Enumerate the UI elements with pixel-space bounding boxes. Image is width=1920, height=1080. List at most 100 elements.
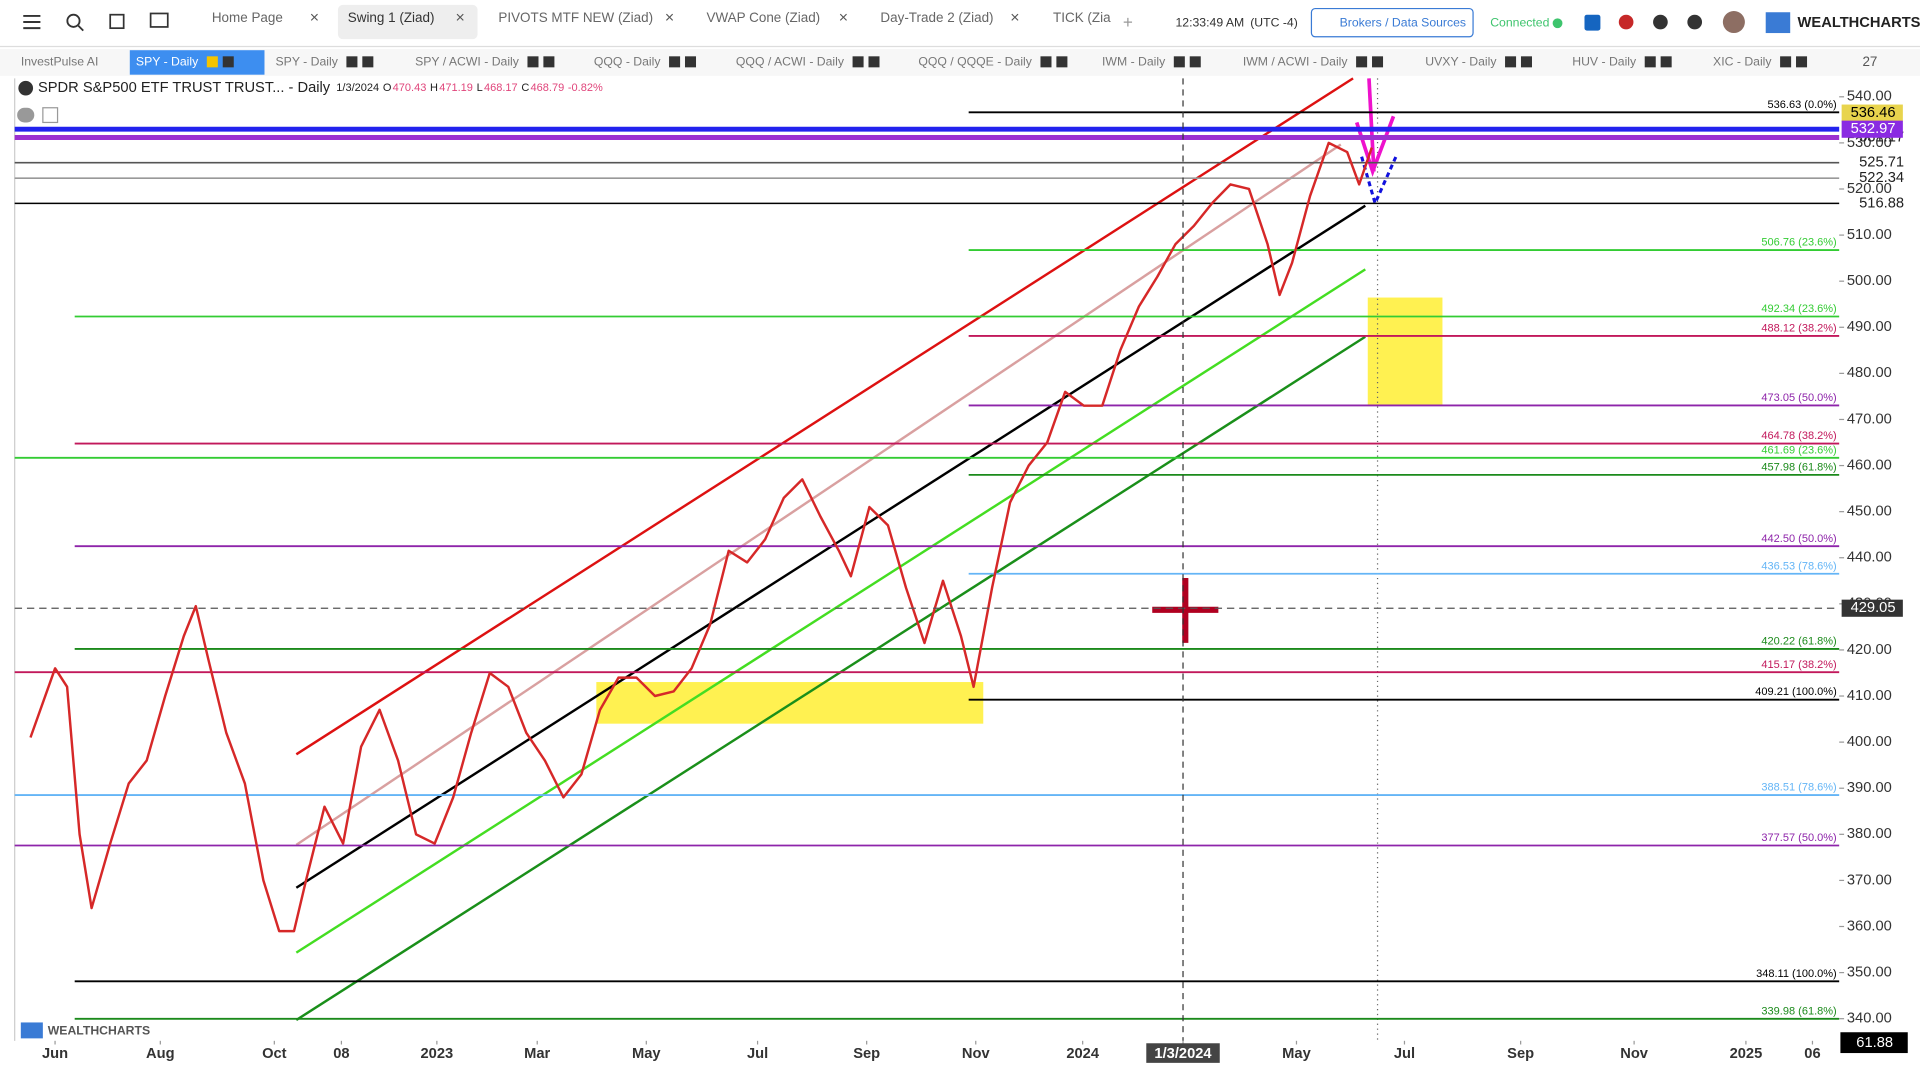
price-flag xyxy=(1841,104,1903,122)
x-tick-label: Oct xyxy=(262,1046,287,1062)
fib-label: 436.53 (78.6%) xyxy=(1761,560,1836,572)
chart-tab-label[interactable]: SPY - Daily xyxy=(136,55,199,69)
chart-count[interactable]: 27 xyxy=(1862,54,1877,69)
price-line-series xyxy=(29,141,1373,933)
fib-label: 348.11 (100.0%) xyxy=(1756,968,1837,980)
x-tick-label: 1/3/2024 xyxy=(1154,1046,1212,1062)
chart-tab-label[interactable]: QQQ - Daily xyxy=(594,55,661,69)
active-tab xyxy=(337,4,478,40)
chart-tab-icon xyxy=(543,56,555,68)
avatar[interactable] xyxy=(1722,11,1745,34)
chart-tab-icon xyxy=(669,56,681,68)
save-icon[interactable] xyxy=(1584,14,1601,31)
chart-tab-icon xyxy=(852,56,864,68)
active-chart-tab xyxy=(129,50,265,75)
fib-label: 492.34 (23.6%) xyxy=(1761,303,1836,315)
chart-tab-label[interactable]: IWM - Daily xyxy=(1102,55,1166,69)
y-tick-label: 340.00 xyxy=(1847,1011,1892,1027)
symbol-icon xyxy=(18,80,34,96)
chart-tab-label[interactable]: XIC - Daily xyxy=(1713,55,1772,69)
trend-line xyxy=(295,335,1366,1022)
crosshair-date-box xyxy=(1146,1043,1220,1063)
y-tick-label: 360.00 xyxy=(1847,918,1892,934)
fib-label: 377.57 (50.0%) xyxy=(1761,832,1836,844)
status: Connected xyxy=(1490,15,1549,29)
x-tick-label: 2023 xyxy=(421,1046,454,1062)
search-icon[interactable] xyxy=(66,13,84,32)
fib-label: 388.51 (78.6%) xyxy=(1761,782,1836,794)
countdown-box xyxy=(1840,1032,1908,1054)
chart-tab-icon xyxy=(1189,56,1201,68)
chart-tab-label[interactable]: SPY - Daily xyxy=(276,55,339,69)
tab-label[interactable]: VWAP Cone (Ziad) xyxy=(707,10,821,25)
price-flag xyxy=(1841,120,1903,138)
clock: 12:33:49 AM xyxy=(1176,15,1245,29)
chart-tab-icon xyxy=(1780,56,1792,68)
chart-tab-icon xyxy=(206,56,218,68)
tab-label[interactable]: Home Page xyxy=(212,10,283,25)
y-tick-label: 490.00 xyxy=(1847,319,1892,335)
tab-close[interactable]: × xyxy=(310,10,319,27)
tab-close[interactable]: × xyxy=(839,10,848,27)
x-axis-area xyxy=(0,1043,1920,1080)
alerts-icon[interactable] xyxy=(1618,14,1634,30)
y-tick-label: 390.00 xyxy=(1847,780,1892,796)
chart-tab-icon xyxy=(222,56,234,68)
help-icon[interactable] xyxy=(1687,14,1703,30)
change: -0.82% xyxy=(568,82,603,94)
fib-label: 420.22 (61.8%) xyxy=(1761,635,1836,647)
add-tab[interactable]: + xyxy=(1123,12,1133,32)
settings-icon[interactable] xyxy=(1653,14,1668,30)
brokers-label[interactable]: Brokers / Data Sources xyxy=(1340,15,1466,29)
fib-label: 409.21 (100.0%) xyxy=(1755,686,1836,698)
y-tick-label: 450.00 xyxy=(1847,504,1892,520)
chart-tab-label[interactable]: IWM / ACWI - Daily xyxy=(1243,55,1349,69)
fib-label: 464.78 (38.2%) xyxy=(1761,430,1836,442)
brand: WEALTHCHARTS xyxy=(1798,15,1920,31)
x-tick-label: 08 xyxy=(333,1046,349,1062)
price-flag xyxy=(1841,599,1903,617)
x-tick-label: Mar xyxy=(524,1046,550,1062)
countdown: 61.88 xyxy=(1856,1035,1893,1051)
tab-label[interactable]: TICK (Zia xyxy=(1053,10,1111,25)
chart-tab-icon xyxy=(1173,56,1185,68)
tab-label[interactable]: Swing 1 (Ziad) xyxy=(348,10,435,25)
chart-tab-icon xyxy=(868,56,880,68)
fib-label: 536.63 (0.0%) xyxy=(1768,99,1837,111)
tool-icon[interactable] xyxy=(42,107,59,124)
layout-icon[interactable] xyxy=(109,13,125,30)
ai-icon[interactable] xyxy=(149,12,169,28)
x-tick-label: 06 xyxy=(1804,1046,1820,1062)
trend-line xyxy=(295,268,1366,954)
menu-icon[interactable] xyxy=(23,14,41,30)
y-tick-label: 530.00 xyxy=(1847,135,1892,151)
y-tick-label: 510.00 xyxy=(1847,227,1892,243)
chart-tab-bar xyxy=(0,48,1920,76)
tab-close[interactable]: × xyxy=(1010,10,1019,27)
status-dot xyxy=(1552,18,1563,29)
chart-tab-icon xyxy=(684,56,697,68)
fib-label: 488.12 (38.2%) xyxy=(1761,323,1836,335)
y-tick-label: 540.00 xyxy=(1847,89,1892,105)
chart-tab-label[interactable]: SPY / ACWI - Daily xyxy=(415,55,520,69)
chart-tab-label[interactable]: InvestPulse AI xyxy=(21,55,99,69)
tab-close[interactable]: × xyxy=(665,10,674,27)
chart-tab-label[interactable]: UVXY - Daily xyxy=(1425,55,1497,69)
ohlc-value: 468.79 xyxy=(531,82,565,94)
x-tick-label: Nov xyxy=(1620,1046,1649,1062)
ohlc-value: 470.43 xyxy=(393,82,427,94)
axis-price-label: 516.88 xyxy=(1859,195,1904,211)
tab-label[interactable]: Day-Trade 2 (Ziad) xyxy=(880,10,993,25)
brokers-button[interactable] xyxy=(1310,7,1474,38)
ohlc-key: O xyxy=(383,82,392,94)
ohlc-value: 471.19 xyxy=(439,82,473,94)
chart-tab-label[interactable]: QQQ / ACWI - Daily xyxy=(736,55,845,69)
x-tick-label: Sep xyxy=(1507,1046,1534,1062)
x-tick-label: Aug xyxy=(146,1046,175,1062)
tool-icon[interactable] xyxy=(17,107,35,123)
x-tick-label: Jul xyxy=(1394,1046,1415,1062)
chart-tab-label[interactable]: HUV - Daily xyxy=(1572,55,1637,69)
chart-tab-label[interactable]: QQQ / QQQE - Daily xyxy=(918,55,1032,69)
tab-close[interactable]: × xyxy=(456,10,465,27)
tab-label[interactable]: PIVOTS MTF NEW (Ziad) xyxy=(498,10,653,25)
